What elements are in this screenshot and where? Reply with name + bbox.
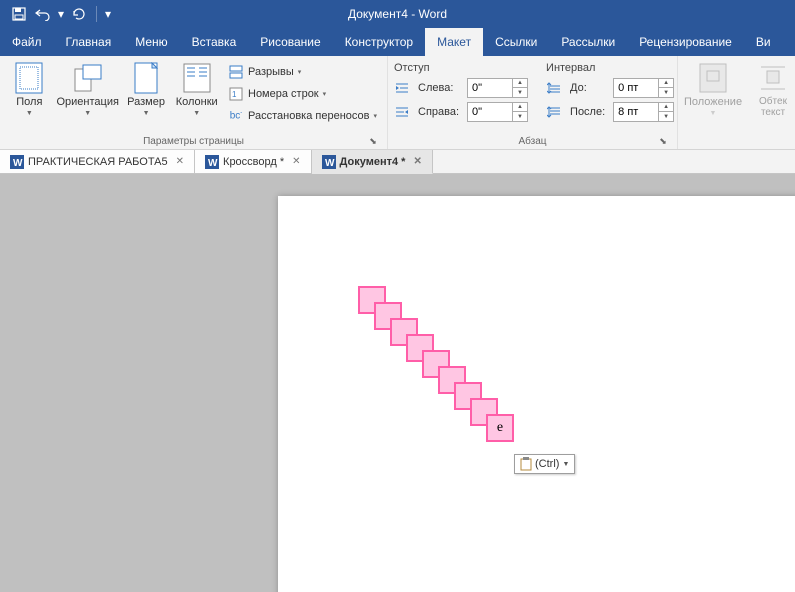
breaks-button[interactable]: Разрывы ▾	[224, 62, 381, 82]
chevron-down-icon: ▼	[562, 461, 569, 468]
indent-right-icon	[394, 104, 410, 120]
qat-customize[interactable]: ▾	[103, 3, 113, 25]
window-title: Документ4 - Word	[348, 7, 447, 21]
paste-options-tag[interactable]: (Ctrl) ▼	[514, 454, 575, 474]
word-icon: W	[205, 155, 219, 169]
orientation-icon	[72, 62, 104, 94]
position-icon	[697, 62, 729, 94]
chevron-down-icon: ▼	[710, 110, 717, 117]
menu-рецензирование[interactable]: Рецензирование	[627, 28, 744, 56]
indent-left-input[interactable]: ▲▼	[467, 78, 528, 98]
menu-конструктор[interactable]: Конструктор	[333, 28, 425, 56]
menu-ссылки[interactable]: Ссылки	[483, 28, 549, 56]
spin-down[interactable]: ▼	[659, 112, 673, 121]
clipboard-icon	[520, 457, 532, 471]
chevron-down-icon: ▼	[193, 110, 200, 117]
spacing-before-label: До:	[570, 82, 605, 94]
spin-down[interactable]: ▼	[659, 88, 673, 97]
size-icon	[130, 62, 162, 94]
group-label-page-setup: Параметры страницы ⬊	[6, 134, 381, 149]
doc-tab[interactable]: W ПРАКТИЧЕСКАЯ РАБОТА5 ✕	[0, 150, 195, 173]
wrap-text-icon	[757, 62, 789, 94]
svg-text:W: W	[208, 158, 218, 169]
chevron-down-icon: ▼	[143, 110, 150, 117]
undo-button[interactable]	[32, 3, 54, 25]
spacing-after-input[interactable]: ▲▼	[613, 102, 674, 122]
save-button[interactable]	[8, 3, 30, 25]
spacing-after-label: После:	[570, 106, 605, 118]
word-icon: W	[10, 155, 24, 169]
text-box[interactable]: е	[486, 414, 514, 442]
svg-text:W: W	[325, 158, 335, 169]
spin-down[interactable]: ▼	[513, 88, 527, 97]
indent-left-label: Слева:	[418, 82, 459, 94]
doc-tab[interactable]: W Кроссворд * ✕	[195, 150, 312, 173]
hyphenation-button[interactable]: bc- Расстановка переносов ▾	[224, 106, 381, 126]
spin-up[interactable]: ▲	[659, 79, 673, 88]
menu-файл[interactable]: Файл	[0, 28, 54, 56]
menu-макет[interactable]: Макет	[425, 28, 483, 56]
dialog-launcher-page-setup[interactable]: ⬊	[367, 135, 379, 147]
indent-header: Отступ	[394, 62, 528, 74]
close-icon[interactable]: ✕	[413, 156, 421, 167]
ribbon-tabs: ФайлГлавнаяМенюВставкаРисованиеКонструкт…	[0, 28, 795, 56]
ribbon: Поля ▼ Ориентация ▼ Размер ▼	[0, 56, 795, 150]
menu-вставка[interactable]: Вставка	[180, 28, 249, 56]
position-button: Положение ▼	[684, 60, 742, 119]
redo-button[interactable]	[68, 3, 90, 25]
spacing-before-icon	[546, 80, 562, 96]
doc-tab-label: Документ4 *	[340, 156, 406, 168]
close-icon[interactable]: ✕	[176, 156, 184, 167]
menu-рисование[interactable]: Рисование	[248, 28, 332, 56]
indent-right-input[interactable]: ▲▼	[467, 102, 528, 122]
close-icon[interactable]: ✕	[292, 156, 300, 167]
line-numbers-button[interactable]: 1 Номера строк ▾	[224, 84, 381, 104]
spin-up[interactable]: ▲	[513, 103, 527, 112]
spin-down[interactable]: ▼	[513, 112, 527, 121]
menu-меню[interactable]: Меню	[123, 28, 179, 56]
document-tab-bar: W ПРАКТИЧЕСКАЯ РАБОТА5 ✕ W Кроссворд * ✕ W Доку…	[0, 150, 795, 174]
breaks-icon	[228, 64, 244, 80]
size-button[interactable]: Размер ▼	[123, 60, 170, 119]
word-icon: W	[322, 155, 336, 169]
chevron-down-icon: ▼	[84, 110, 91, 117]
spin-up[interactable]: ▲	[513, 79, 527, 88]
menu-ви[interactable]: Ви	[744, 28, 783, 56]
indent-right-label: Справа:	[418, 106, 459, 118]
spacing-header: Интервал	[546, 62, 674, 74]
spacing-before-input[interactable]: ▲▼	[613, 78, 674, 98]
group-arrange: Положение ▼ Обтек текст	[678, 56, 795, 149]
group-paragraph: Отступ Слева: ▲▼ Справа: ▲▼ Интервал До:…	[388, 56, 678, 149]
hyphenation-icon: bc-	[228, 108, 244, 124]
doc-tab-label: Кроссворд *	[223, 156, 284, 168]
quick-access-toolbar: ▾ ▾	[0, 3, 113, 25]
doc-tab[interactable]: W Документ4 * ✕	[312, 150, 433, 174]
svg-text:W: W	[13, 158, 23, 169]
dialog-launcher-paragraph[interactable]: ⬊	[657, 135, 669, 147]
spacing-after-icon	[546, 104, 562, 120]
svg-text:1: 1	[232, 90, 237, 99]
columns-button[interactable]: Колонки ▼	[171, 60, 222, 119]
spin-up[interactable]: ▲	[659, 103, 673, 112]
document-page[interactable]: (Ctrl) ▼ е	[278, 196, 795, 592]
workspace: (Ctrl) ▼ е	[0, 174, 795, 592]
menu-главная[interactable]: Главная	[54, 28, 124, 56]
columns-icon	[181, 62, 213, 94]
group-page-setup: Поля ▼ Ориентация ▼ Размер ▼	[0, 56, 388, 149]
undo-dropdown[interactable]: ▾	[56, 3, 66, 25]
doc-tab-label: ПРАКТИЧЕСКАЯ РАБОТА5	[28, 156, 168, 168]
title-bar: ▾ ▾ Документ4 - Word	[0, 0, 795, 28]
indent-left-icon	[394, 80, 410, 96]
menu-рассылки[interactable]: Рассылки	[549, 28, 627, 56]
margins-button[interactable]: Поля ▼	[6, 60, 53, 119]
chevron-down-icon: ▼	[26, 110, 33, 117]
line-numbers-icon: 1	[228, 86, 244, 102]
qat-separator	[96, 6, 97, 22]
group-label-paragraph: Абзац ⬊	[394, 134, 671, 149]
margins-icon	[13, 62, 45, 94]
orientation-button[interactable]: Ориентация ▼	[55, 60, 121, 119]
wrap-text-button: Обтек текст	[744, 60, 795, 120]
